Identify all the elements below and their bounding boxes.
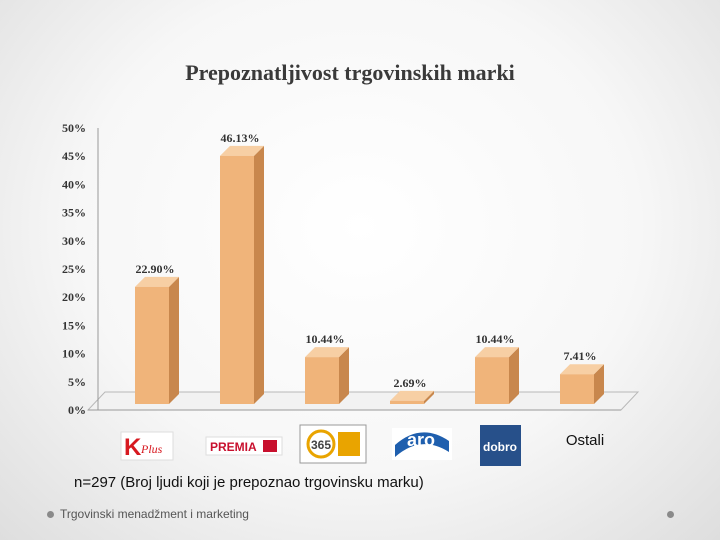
bar-top	[475, 347, 519, 358]
bar	[305, 347, 349, 404]
y-tick-label: 35%	[62, 206, 86, 220]
y-tick-label: 50%	[62, 121, 86, 135]
y-tick-label: 40%	[62, 177, 86, 191]
category-label-ostali: Ostali	[566, 432, 604, 449]
logo-kplus-word: Plus	[140, 442, 163, 456]
sample-size-note: n=297 (Broj ljudi koji je prepoznao trgo…	[74, 474, 424, 491]
bar	[220, 145, 264, 405]
bar-side	[594, 364, 604, 404]
data-labels-group: 22.90% 46.13% 10.44% 2.69% 10.44% 7.41%	[136, 131, 597, 390]
bar-top	[560, 364, 604, 375]
bar-front	[475, 357, 509, 404]
bar-side	[169, 276, 179, 404]
logo-premia-word: PREMIA	[210, 440, 257, 454]
logo-aro-text: aro	[407, 430, 435, 450]
bar	[560, 364, 604, 404]
footer-bullet-icon	[47, 511, 54, 518]
data-label: 10.44%	[476, 332, 515, 346]
bar-front	[220, 155, 254, 404]
footer-text: Trgovinski menadžment i marketing	[60, 507, 249, 521]
logo-kplus-letter: K	[124, 434, 142, 461]
bar-top	[305, 347, 349, 358]
data-label: 22.90%	[136, 262, 175, 276]
data-label: 2.69%	[394, 376, 427, 390]
bar-side	[424, 390, 434, 404]
y-tick-label: 0%	[68, 403, 86, 417]
y-tick-label: 30%	[62, 234, 86, 248]
logo-premia: PREMIA	[205, 436, 283, 456]
logo-365-text: 365	[311, 438, 331, 452]
bar	[475, 347, 519, 404]
y-tick-label: 5%	[68, 375, 86, 389]
bar-front	[305, 357, 339, 404]
bar-side	[339, 347, 349, 404]
y-tick-label: 20%	[62, 290, 86, 304]
y-tick-label: 25%	[62, 262, 86, 276]
bar-top	[390, 390, 434, 401]
bar-front	[560, 374, 594, 404]
bar-side	[509, 347, 519, 404]
footer-right-bullet-icon	[667, 511, 674, 518]
data-label: 10.44%	[306, 332, 345, 346]
logo-dobro: dobro	[480, 425, 521, 466]
y-tick-label: 15%	[62, 318, 86, 332]
logo-kplus: K Plus	[120, 431, 174, 461]
y-axis-ticks: 0% 5% 10% 15% 20% 25% 30% 35% 40% 45% 50%	[62, 121, 86, 417]
bar	[390, 390, 434, 404]
y-tick-label: 10%	[62, 347, 86, 361]
bars-group	[135, 145, 604, 405]
chart-title: Prepoznatljivost trgovinskih marki	[185, 60, 515, 85]
bar-front	[390, 400, 424, 404]
logo-365: 365	[299, 424, 367, 464]
bar-front	[135, 286, 169, 404]
logo-aro: aro	[392, 428, 452, 460]
y-tick-label: 45%	[62, 149, 86, 163]
bar-side	[254, 145, 264, 405]
bar	[135, 276, 179, 404]
data-label: 46.13%	[221, 131, 260, 145]
bar-top	[220, 145, 264, 156]
logo-dobro-text: dobro	[483, 440, 517, 454]
data-label: 7.41%	[564, 349, 597, 363]
bar-top	[135, 276, 179, 287]
